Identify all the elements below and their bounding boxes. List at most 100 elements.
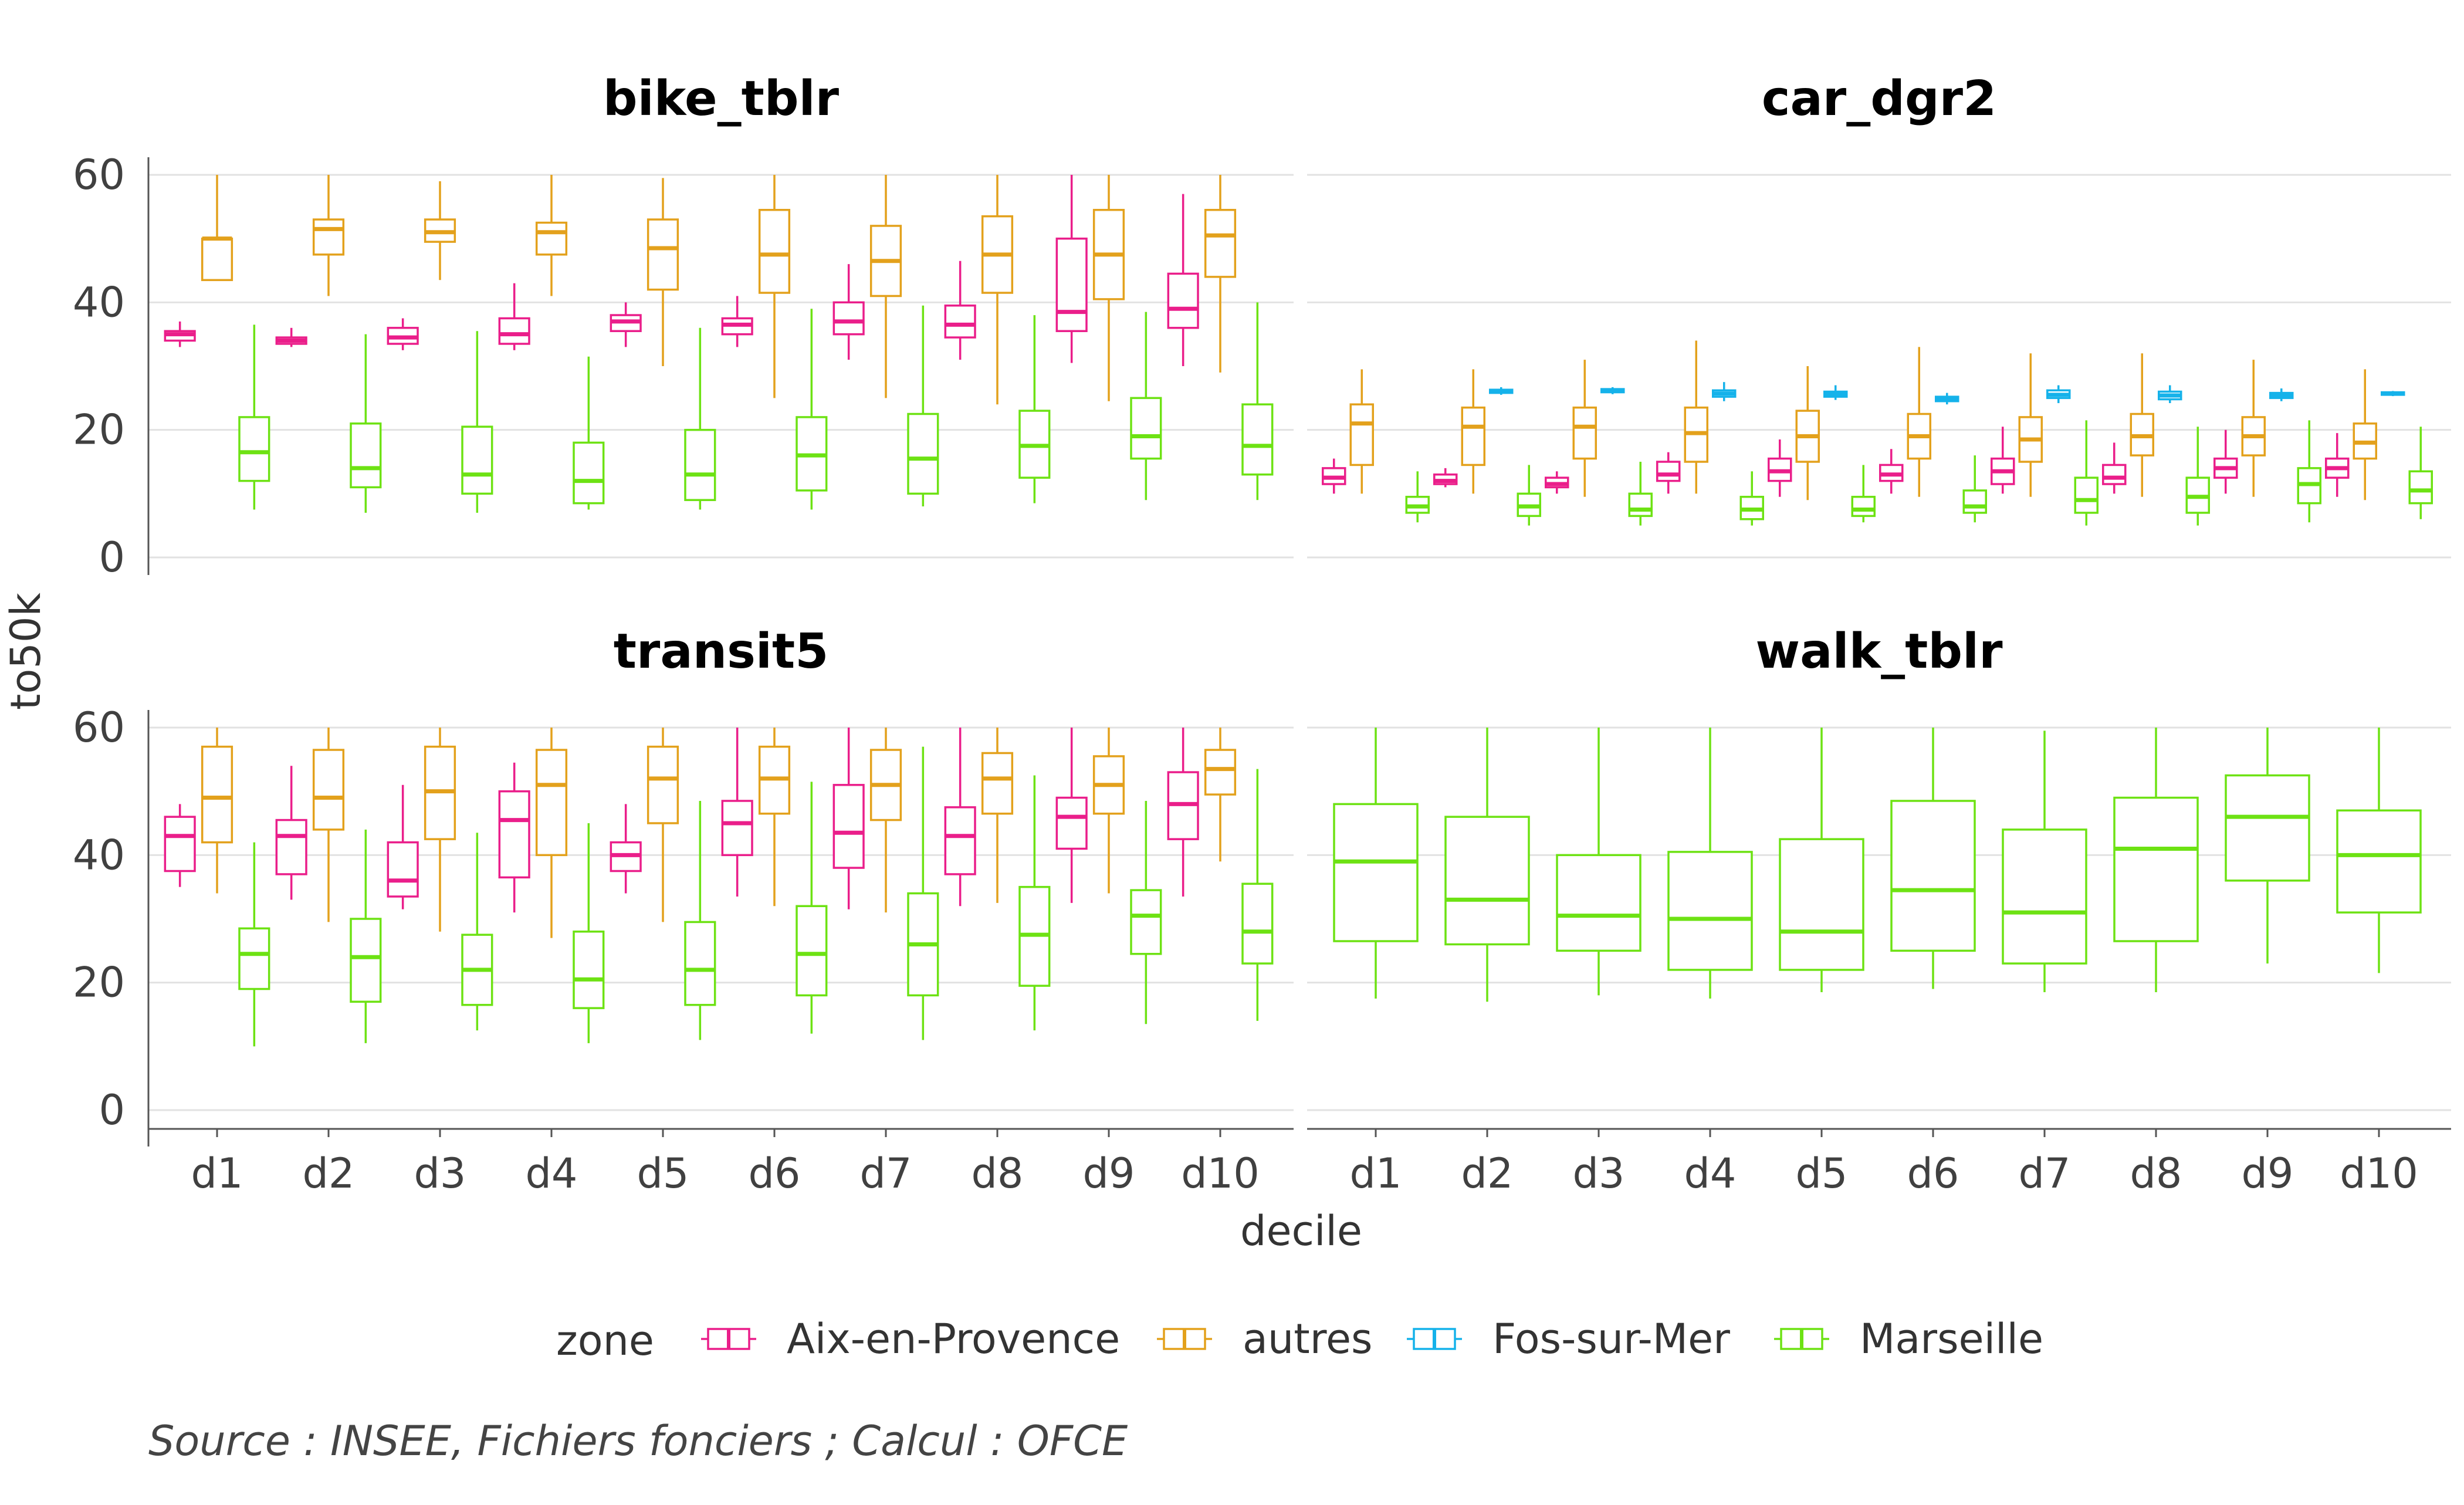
iqr-box (2002, 828, 2087, 965)
box-autres-d6 (758, 175, 791, 398)
box-aix-en-provence-d10 (1167, 728, 1199, 897)
box-marseille-d5 (684, 800, 716, 1040)
iqr-box (1628, 492, 1653, 518)
iqr-box (1130, 889, 1162, 955)
legend-item-autres: autres (1157, 1315, 1372, 1363)
iqr-box (684, 921, 716, 1006)
x-tick-label: d3 (414, 1149, 466, 1198)
iqr-box (312, 218, 345, 256)
source-caption: Source : INSEE, Fichiers fonciers ; Calc… (148, 1417, 1128, 1465)
iqr-box (164, 816, 196, 872)
iqr-box (461, 425, 493, 495)
box-aix-en-provence-d4 (498, 762, 530, 913)
box-autres-d9 (1092, 728, 1125, 894)
box-marseille-d5 (684, 327, 716, 510)
x-tick-label: d7 (2019, 1149, 2071, 1198)
iqr-box (350, 918, 382, 1003)
y-tick-label: 40 (73, 278, 125, 326)
iqr-box (1204, 749, 1237, 796)
box-autres-d5 (1795, 366, 1820, 500)
box-autres-d1 (201, 728, 233, 894)
box-autres-d1 (201, 175, 233, 282)
iqr-box (832, 784, 865, 869)
box-marseille-d9 (2225, 728, 2310, 964)
box-marseille-d2 (1444, 728, 1530, 1002)
box-autres-d3 (424, 181, 456, 280)
box-autres-d10 (1204, 728, 1237, 862)
iqr-box (758, 209, 791, 294)
iqr-box (573, 930, 605, 1009)
box-autres-d9 (1092, 175, 1125, 401)
box-marseille-d1 (1333, 728, 1419, 999)
box-aix-en-provence-d3 (1545, 471, 1569, 494)
box-marseille-d9 (1130, 312, 1162, 500)
box-marseille-d8 (2185, 427, 2210, 526)
iqr-box (201, 237, 233, 282)
legend: zone Aix-en-Provence autres Fos-sur-Mer Mar… (556, 1315, 2043, 1365)
box-aix-en-provence-d7 (832, 264, 865, 360)
box-aix-en-provence-d8 (944, 728, 976, 907)
iqr-box (684, 428, 716, 501)
box-marseille-d2 (350, 334, 382, 513)
box-marseille-d6 (796, 782, 828, 1034)
box-aix-en-provence-d7 (832, 728, 865, 909)
box-marseille-d6 (1962, 455, 1987, 523)
iqr-box (1167, 272, 1199, 329)
box-fos-sur-mer-d3 (1600, 387, 1625, 394)
iqr-box (2225, 774, 2310, 882)
iqr-box (907, 412, 939, 495)
iqr-box (944, 806, 976, 875)
box-marseille-d1 (1405, 471, 1430, 523)
x-tick-label: d10 (1181, 1149, 1260, 1198)
box-marseille-d2 (1517, 465, 1541, 526)
box-aix-en-provence-d9 (1055, 175, 1088, 363)
y-tick-label: 60 (73, 151, 125, 199)
iqr-box (647, 218, 679, 291)
y-tick-label: 60 (73, 704, 125, 752)
x-tick-label: d6 (749, 1149, 801, 1198)
y-tick-label: 20 (73, 959, 125, 1007)
iqr-box (1779, 838, 1864, 971)
x-tick-label: d6 (1907, 1149, 1959, 1198)
y-tick-label: 0 (99, 1086, 125, 1134)
legend-items: Aix-en-Provence autres Fos-sur-Mer Marseill… (701, 1315, 2043, 1363)
box-autres-d2 (312, 728, 345, 922)
iqr-box (1241, 403, 1274, 476)
x-tick-label: d5 (1796, 1149, 1848, 1198)
panel-title: car_dgr2 (1762, 71, 1996, 127)
box-aix-en-provence-d8 (2102, 442, 2127, 494)
box-aix-en-provence-d1 (164, 321, 196, 347)
box-marseille-d10 (1241, 769, 1274, 1021)
box-autres-d3 (1572, 360, 1597, 497)
box-aix-en-provence-d2 (275, 766, 307, 900)
box-aix-en-provence-d10 (2325, 433, 2350, 497)
iqr-box (2113, 796, 2199, 942)
box-marseille-d7 (907, 746, 939, 1040)
box-aix-en-provence-d6 (1879, 449, 1904, 494)
box-marseille-d6 (796, 309, 828, 510)
box-marseille-d3 (1628, 462, 1653, 526)
legend-label: Aix-en-Provence (787, 1315, 1120, 1363)
box-autres-d6 (1907, 347, 1931, 497)
box-fos-sur-mer-d7 (2046, 385, 2071, 404)
box-marseille-d2 (350, 829, 382, 1043)
box-autres-d8 (981, 728, 1014, 903)
panel-transit5: 0 20 40 60 d1 d2 d3 d4 d5 d6 d7 d8 d9 d10 transit5 (73, 624, 1294, 1198)
x-tick-label: d4 (526, 1149, 578, 1198)
box-aix-en-provence-d4 (498, 283, 530, 350)
x-tick-label: d8 (972, 1149, 1024, 1198)
iqr-box (312, 749, 345, 831)
box-marseille-d10 (2336, 728, 2422, 973)
box-marseille-d4 (1739, 471, 1764, 526)
box-marseille-d10 (2408, 427, 2433, 519)
box-autres-d1 (1349, 369, 1374, 494)
box-marseille-d8 (1018, 315, 1051, 503)
box-autres-d9 (2241, 360, 2266, 497)
iqr-box (721, 800, 753, 857)
box-marseille-d3 (461, 833, 493, 1031)
box-aix-en-provence-d6 (721, 728, 753, 897)
legend-item-aix-en-provence: Aix-en-Provence (701, 1315, 1120, 1363)
iqr-box (1962, 489, 1987, 514)
box-marseille-d7 (2002, 730, 2087, 992)
box-fos-sur-mer-d2 (1489, 387, 1514, 395)
